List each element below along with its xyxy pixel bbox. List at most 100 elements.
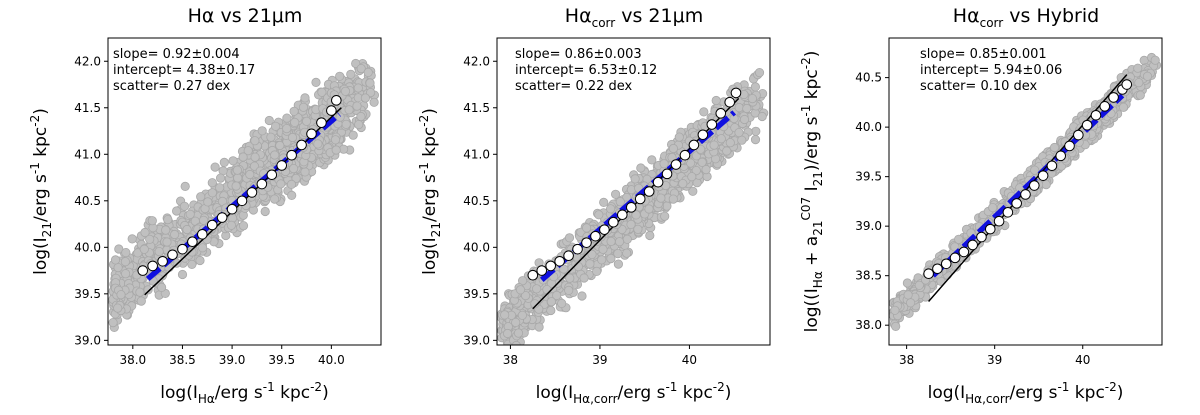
cloud-point: [161, 225, 171, 235]
cloud-point: [300, 167, 310, 177]
cloud-point: [185, 209, 195, 219]
cloud-point: [659, 159, 669, 169]
cloud-point: [182, 224, 192, 235]
cloud-point: [615, 197, 625, 207]
cloud-point: [668, 194, 678, 204]
cloud-point: [890, 305, 900, 315]
x-tick-label: 40.0: [318, 353, 345, 367]
binned-median-point: [697, 129, 709, 141]
cloud-point: [903, 290, 913, 300]
cloud-point: [216, 173, 226, 183]
cloud-point: [113, 303, 123, 313]
cloud-point: [154, 247, 164, 257]
x-tick-label: 38.5: [169, 353, 196, 367]
cloud-point: [614, 237, 625, 247]
cloud-point: [633, 224, 643, 234]
binned-median-point: [923, 268, 934, 279]
y-tick-label: 41.0: [463, 147, 490, 161]
cloud-point: [606, 236, 616, 246]
binned-median-point: [572, 243, 583, 255]
cloud-point: [290, 117, 300, 128]
cloud-point: [520, 290, 531, 301]
cloud-point: [585, 259, 595, 269]
binned-median-point: [730, 87, 742, 99]
cloud-point: [282, 113, 292, 123]
binned-median-point: [958, 246, 970, 258]
x-tick-label: 40: [682, 353, 697, 367]
binned-median-point: [306, 128, 317, 140]
cloud-point: [233, 173, 243, 183]
cloud-point: [592, 266, 602, 276]
x-tick-label: 39.5: [268, 353, 295, 367]
cloud-point: [546, 305, 556, 316]
cloud-point: [587, 249, 597, 259]
binned-median-point: [177, 243, 188, 255]
cloud-point: [287, 190, 297, 200]
binned-median-point: [724, 96, 736, 108]
cloud-point: [699, 107, 709, 117]
cloud-point: [231, 181, 241, 191]
cloud-point: [207, 178, 217, 188]
cloud-point: [352, 101, 362, 111]
cloud-point: [734, 128, 744, 138]
cloud-point: [737, 135, 747, 145]
cloud-point: [108, 317, 118, 328]
binned-median-point: [661, 168, 673, 180]
x-tick-label: 38: [899, 353, 914, 367]
binned-median-point: [679, 149, 691, 161]
cloud-point: [238, 152, 248, 162]
cloud-point: [644, 204, 654, 214]
y-axis-label: log((IHα + a21C07 I21)/erg s-1 kpc-2): [799, 51, 825, 333]
cloud-point: [228, 156, 238, 166]
binned-median-point: [608, 216, 619, 228]
fit-annotation: intercept= 5.94±0.06: [920, 63, 1062, 78]
binned-median-point: [527, 269, 539, 281]
cloud-point: [250, 136, 260, 146]
cloud-point: [630, 174, 640, 184]
x-tick-label: 39.0: [219, 353, 246, 367]
cloud-point: [577, 291, 587, 301]
binned-median-point: [967, 239, 978, 251]
axes-frame: [888, 37, 1163, 346]
cloud-point: [162, 237, 172, 247]
fit-annotation: slope= 0.86±0.003: [515, 47, 642, 62]
y-tick-label: 39.0: [74, 333, 101, 347]
fit-annotation: scatter= 0.22 dex: [515, 79, 633, 94]
cloud-point: [365, 78, 375, 88]
y-tick-label: 40.5: [463, 194, 490, 208]
binned-median-point: [1108, 92, 1119, 103]
cloud-point: [1150, 55, 1160, 65]
y-tick-label: 39.0: [855, 219, 882, 233]
binned-median-point: [1073, 129, 1084, 141]
binned-median-point: [1046, 160, 1058, 172]
cloud-point: [120, 257, 131, 267]
cloud-point: [210, 162, 220, 172]
cloud-point: [300, 93, 310, 103]
cloud-point: [203, 197, 213, 207]
x-axis-label: log(IHα/erg s-1 kpc-2): [160, 380, 328, 406]
cloud-point: [344, 105, 354, 115]
cloud-point: [1134, 78, 1144, 88]
cloud-point: [301, 116, 312, 126]
x-tick-label: 38.0: [119, 353, 146, 367]
x-axis-label: log(IHα,corr/erg s-1 kpc-2): [928, 380, 1124, 406]
cloud-point: [891, 321, 901, 331]
binned-median-point: [1011, 198, 1022, 209]
cloud-point: [363, 67, 373, 78]
binned-median-point: [581, 237, 592, 248]
y-tick-label: 39.5: [855, 170, 882, 184]
binned-median-point: [266, 169, 278, 181]
binned-median-point: [167, 249, 178, 261]
cloud-point: [250, 152, 260, 162]
cloud-point: [238, 221, 249, 231]
cloud-point: [353, 83, 363, 93]
cloud-point: [531, 284, 542, 294]
cloud-point: [356, 111, 366, 122]
cloud-point: [286, 179, 297, 189]
cloud-point: [565, 273, 575, 283]
cloud-point: [311, 77, 321, 88]
solid-fit-line: [532, 98, 740, 310]
fit-annotation: intercept= 4.38±0.17: [113, 63, 255, 78]
cloud-point: [195, 255, 205, 266]
